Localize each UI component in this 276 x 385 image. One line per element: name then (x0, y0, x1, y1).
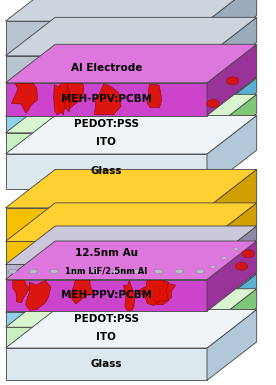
Polygon shape (137, 280, 169, 306)
Polygon shape (6, 116, 207, 131)
Polygon shape (207, 289, 257, 346)
Polygon shape (6, 21, 207, 54)
Ellipse shape (233, 248, 238, 250)
Text: ITO: ITO (96, 332, 116, 342)
Polygon shape (6, 327, 207, 346)
Polygon shape (6, 280, 207, 311)
Polygon shape (207, 203, 257, 264)
Text: MEH-PPV:PCBM: MEH-PPV:PCBM (61, 290, 152, 300)
Polygon shape (6, 348, 207, 380)
Polygon shape (6, 226, 257, 264)
Ellipse shape (210, 266, 215, 268)
Polygon shape (6, 116, 257, 154)
Ellipse shape (175, 269, 183, 274)
Polygon shape (124, 280, 135, 310)
Polygon shape (207, 169, 257, 241)
Ellipse shape (227, 77, 239, 85)
Ellipse shape (113, 269, 121, 274)
Polygon shape (6, 274, 257, 312)
Polygon shape (207, 241, 257, 311)
Polygon shape (6, 83, 207, 116)
Polygon shape (207, 226, 257, 278)
Polygon shape (207, 116, 257, 189)
Polygon shape (207, 274, 257, 326)
Polygon shape (63, 84, 84, 109)
Polygon shape (6, 154, 207, 189)
Ellipse shape (242, 250, 254, 258)
Polygon shape (13, 280, 30, 303)
Polygon shape (6, 56, 207, 81)
Polygon shape (54, 84, 68, 115)
Polygon shape (55, 86, 74, 112)
Polygon shape (6, 203, 257, 241)
Polygon shape (94, 84, 121, 115)
Text: Glass: Glass (91, 359, 122, 369)
Polygon shape (207, 17, 257, 81)
Polygon shape (11, 84, 37, 114)
Polygon shape (207, 94, 257, 152)
Polygon shape (25, 280, 51, 310)
Ellipse shape (50, 269, 58, 274)
Polygon shape (6, 44, 257, 83)
Ellipse shape (8, 269, 17, 274)
Ellipse shape (92, 269, 100, 274)
Text: 12.5nm Au: 12.5nm Au (75, 248, 138, 258)
Ellipse shape (222, 257, 227, 259)
Polygon shape (207, 310, 257, 380)
Polygon shape (6, 94, 257, 133)
Ellipse shape (29, 269, 37, 274)
Ellipse shape (134, 269, 142, 274)
Ellipse shape (196, 269, 204, 274)
Polygon shape (6, 133, 207, 152)
Polygon shape (6, 169, 257, 208)
Polygon shape (152, 280, 176, 305)
Polygon shape (70, 280, 94, 304)
Text: PEDOT:PSS: PEDOT:PSS (74, 314, 139, 324)
Text: PEDOT:PSS: PEDOT:PSS (74, 119, 139, 129)
Polygon shape (6, 264, 207, 278)
Polygon shape (6, 17, 257, 56)
Text: Al Electrode: Al Electrode (71, 64, 142, 73)
Polygon shape (6, 289, 257, 327)
Polygon shape (6, 208, 207, 241)
Polygon shape (6, 310, 257, 348)
Ellipse shape (207, 99, 219, 107)
Ellipse shape (71, 269, 79, 274)
Polygon shape (207, 0, 257, 54)
Polygon shape (6, 241, 257, 280)
Polygon shape (207, 44, 257, 116)
Text: MEH-PPV:PCBM: MEH-PPV:PCBM (61, 94, 152, 104)
Text: Glass: Glass (91, 166, 122, 176)
Polygon shape (6, 78, 257, 116)
Polygon shape (147, 84, 161, 108)
Ellipse shape (154, 269, 162, 274)
Polygon shape (207, 78, 257, 131)
Text: ITO: ITO (96, 137, 116, 147)
Polygon shape (6, 241, 207, 264)
Polygon shape (6, 0, 257, 21)
Polygon shape (6, 312, 207, 326)
Text: 1nm LiF/2.5nm Al: 1nm LiF/2.5nm Al (65, 267, 147, 276)
Ellipse shape (235, 262, 248, 270)
